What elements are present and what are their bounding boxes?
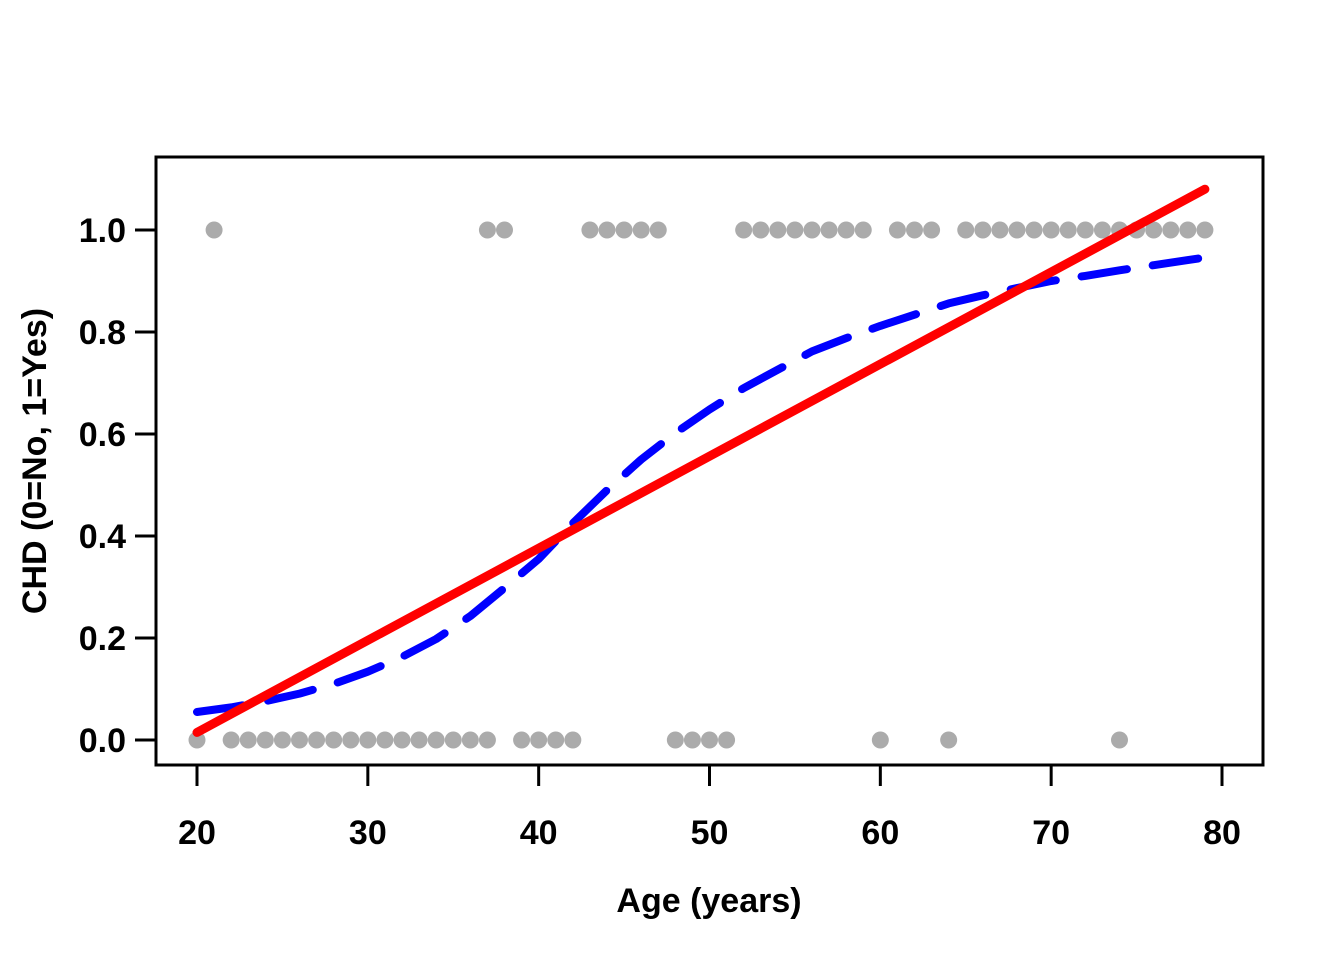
scatter-point-chd1 — [478, 221, 496, 239]
x-axis-title: Age (years) — [616, 882, 801, 920]
x-axis-tick-label: 40 — [520, 814, 558, 852]
scatter-point-chd0 — [1111, 731, 1128, 749]
scatter-point-chd1 — [581, 221, 599, 239]
x-axis-tick-label: 20 — [178, 814, 216, 852]
scatter-point-chd0 — [376, 731, 394, 749]
logistic-fit-line — [193, 253, 1209, 716]
scatter-point-chd0 — [547, 731, 565, 749]
scatter-point-chd1 — [957, 221, 975, 239]
scatter-point-chd0 — [666, 731, 684, 749]
scatter-point-chd1 — [735, 221, 753, 239]
fit-lines — [192, 184, 1210, 737]
scatter-point-chd1 — [1162, 221, 1180, 239]
scatter-point-chd1 — [1093, 221, 1111, 239]
scatter-point-chd0 — [444, 731, 462, 749]
scatter-point-chd1 — [974, 221, 992, 239]
y-axis-tick-label: 0.6 — [79, 416, 126, 454]
scatter-point-chd1 — [803, 221, 821, 239]
scatter-point-chd0 — [427, 731, 445, 749]
y-axis: 0.0 0.2 0.4 0.6 0.8 1.0 — [79, 212, 156, 760]
scatter-point-chd1 — [769, 221, 787, 239]
scatter-point-chd0 — [308, 731, 326, 749]
y-axis-tick-label: 0.8 — [79, 314, 126, 352]
scatter-point-chd0 — [325, 731, 343, 749]
scatter-point-chd1 — [615, 221, 633, 239]
scatter-point-chd1 — [1025, 221, 1043, 239]
scatter-point-chd0 — [513, 731, 531, 749]
scatter-point-chd1 — [991, 221, 1009, 239]
scatter-point-chd1 — [854, 221, 872, 239]
x-axis-tick-label: 30 — [349, 814, 387, 852]
scatter-point-chd1 — [752, 221, 770, 239]
scatter-point-chd1 — [1008, 221, 1026, 239]
scatter-point-chd1 — [820, 221, 838, 239]
y-axis-title: CHD (0=No, 1=Yes) — [16, 308, 54, 614]
scatter-point-chd0 — [256, 731, 274, 749]
scatter-point-chd0 — [222, 731, 240, 749]
scatter-point-chd1 — [888, 221, 906, 239]
scatter-point-chd1 — [786, 221, 804, 239]
scatter-point-chd1 — [906, 221, 923, 239]
scatter-point-chd0 — [273, 731, 291, 749]
scatter-point-chd1 — [1196, 221, 1214, 239]
scatter-point-chd0 — [718, 731, 736, 749]
scatter-point-chd1 — [1059, 221, 1077, 239]
x-axis-tick-label: 80 — [1203, 814, 1241, 852]
y-axis-tick-label: 1.0 — [79, 212, 126, 250]
scatter-point-chd0 — [342, 731, 360, 749]
scatter-point-chd0 — [683, 731, 701, 749]
scatter-point-chd0 — [940, 731, 958, 749]
y-axis-tick-label: 0.0 — [79, 722, 126, 760]
x-axis-tick-label: 60 — [861, 814, 899, 852]
scatter-point-chd0 — [359, 731, 377, 749]
scatter-point-chd0 — [871, 731, 889, 749]
scatter-point-chd1 — [496, 221, 513, 239]
scatter-point-chd0 — [239, 731, 257, 749]
x-axis-tick-label: 70 — [1032, 814, 1070, 852]
y-axis-tick-label: 0.4 — [79, 518, 126, 556]
scatter-point-chd0 — [701, 731, 718, 749]
scatter-point-chd0 — [188, 731, 206, 749]
scatter-point-chd1 — [205, 221, 223, 239]
scatter-point-chd1 — [632, 221, 650, 239]
scatter-point-chd0 — [564, 731, 582, 749]
scatter-points — [188, 221, 1214, 749]
scatter-point-chd0 — [530, 731, 548, 749]
scatter-point-chd0 — [478, 731, 496, 749]
scatter-point-chd1 — [923, 221, 941, 239]
scatter-point-chd1 — [1179, 221, 1197, 239]
x-axis-tick-label: 50 — [691, 814, 729, 852]
scatter-point-chd1 — [649, 221, 667, 239]
scatter-point-chd0 — [410, 731, 428, 749]
scatter-point-chd1 — [1076, 221, 1094, 239]
scatter-point-chd1 — [1042, 221, 1060, 239]
linear-fit-line — [192, 184, 1210, 737]
scatter-point-chd1 — [837, 221, 855, 239]
scatter-point-chd0 — [461, 731, 479, 749]
scatter-point-chd0 — [291, 731, 308, 749]
scatter-point-chd0 — [393, 731, 411, 749]
y-axis-tick-label: 0.2 — [79, 620, 126, 658]
x-axis: 20 30 40 50 60 70 80 — [178, 765, 1241, 852]
scatter-point-chd1 — [1145, 221, 1163, 239]
scatter-point-chd1 — [598, 221, 616, 239]
